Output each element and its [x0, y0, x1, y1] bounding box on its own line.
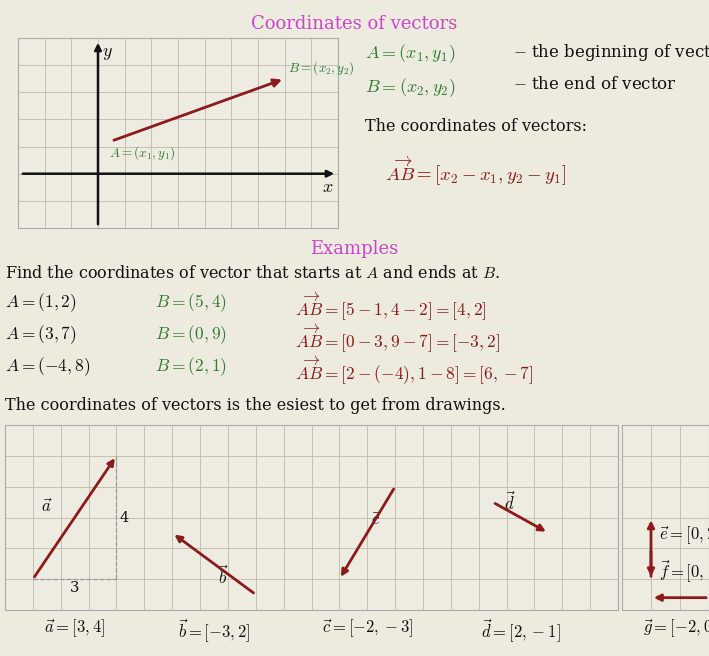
- Text: The coordinates of vectors:: The coordinates of vectors:: [365, 118, 587, 135]
- Text: $\vec{d} = [2, -1]$: $\vec{d} = [2, -1]$: [481, 618, 560, 646]
- Text: $\vec{a}$: $\vec{a}$: [41, 499, 52, 516]
- Text: $\overrightarrow{AB} = [5-1, 4-2] = [4, 2]$: $\overrightarrow{AB} = [5-1, 4-2] = [4, …: [295, 291, 486, 323]
- Text: $y$: $y$: [102, 44, 113, 62]
- Text: $B = (x_2, y_2)$: $B = (x_2, y_2)$: [365, 76, 456, 98]
- Bar: [18, 38, 338, 228]
- Text: $A = (-4, 8)$: $A = (-4, 8)$: [5, 355, 90, 378]
- Text: The coordinates of vectors is the esiest to get from drawings.: The coordinates of vectors is the esiest…: [5, 397, 506, 414]
- Text: $-$ the beginning of vector: $-$ the beginning of vector: [513, 42, 709, 63]
- Bar: [622, 425, 709, 610]
- Text: $\vec{c}$: $\vec{c}$: [372, 511, 381, 529]
- Text: $A = (3, 7)$: $A = (3, 7)$: [5, 323, 77, 346]
- Text: $\overrightarrow{AB} = [0-3, 9-7] = [-3, 2]$: $\overrightarrow{AB} = [0-3, 9-7] = [-3,…: [295, 323, 500, 356]
- Text: $B = (5, 4)$: $B = (5, 4)$: [155, 291, 227, 314]
- Text: $A = (x_1, y_1)$: $A = (x_1, y_1)$: [365, 42, 455, 65]
- Bar: [5, 425, 618, 610]
- Text: $\vec{e} = [0, 2]$: $\vec{e} = [0, 2]$: [659, 525, 709, 548]
- Text: Find the coordinates of vector that starts at $A$ and ends at $B$.: Find the coordinates of vector that star…: [5, 265, 500, 282]
- Text: $B = (x_2, y_2)$: $B = (x_2, y_2)$: [288, 59, 354, 77]
- Text: $\overrightarrow{AB} = [x_2 - x_1, y_2 - y_1]$: $\overrightarrow{AB} = [x_2 - x_1, y_2 -…: [385, 155, 566, 188]
- Text: 3: 3: [70, 581, 79, 595]
- Text: 4: 4: [119, 510, 129, 525]
- Bar: [5, 425, 618, 610]
- Text: $A = (x_1, y_1)$: $A = (x_1, y_1)$: [109, 144, 176, 162]
- Text: $-$ the end of vector: $-$ the end of vector: [513, 76, 677, 93]
- Text: $\overrightarrow{AB} = [2-(-4), 1-8] = [6, -7]$: $\overrightarrow{AB} = [2-(-4), 1-8] = […: [295, 355, 533, 388]
- Text: $\vec{c} = [-2, -3]$: $\vec{c} = [-2, -3]$: [322, 618, 413, 640]
- Bar: [622, 425, 709, 610]
- Text: $A = (1, 2)$: $A = (1, 2)$: [5, 291, 77, 314]
- Text: $\vec{a} = [3, 4]$: $\vec{a} = [3, 4]$: [44, 618, 105, 640]
- Text: $\vec{g} = [-2, 0]$: $\vec{g} = [-2, 0]$: [644, 618, 709, 640]
- Text: $B = (0, 9)$: $B = (0, 9)$: [155, 323, 227, 346]
- Text: $x$: $x$: [323, 178, 334, 195]
- Bar: [18, 38, 338, 228]
- Text: Coordinates of vectors: Coordinates of vectors: [251, 15, 457, 33]
- Text: $\vec{b}$: $\vec{b}$: [218, 565, 228, 588]
- Text: $\vec{d}$: $\vec{d}$: [504, 491, 515, 514]
- Text: $B = (2, 1)$: $B = (2, 1)$: [155, 355, 227, 378]
- Text: $\vec{f} = [0, -1]$: $\vec{f} = [0, -1]$: [659, 559, 709, 585]
- Text: Examples: Examples: [310, 240, 398, 258]
- Text: $\vec{b} = [-3, 2]$: $\vec{b} = [-3, 2]$: [178, 618, 250, 646]
